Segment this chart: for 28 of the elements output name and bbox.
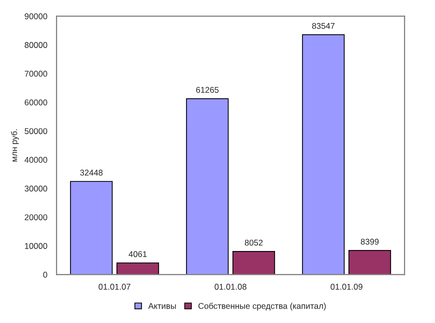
y-tick-label: 10000 [24, 243, 48, 249]
x-tick-label: 01.01.09 [330, 284, 362, 290]
bar [116, 262, 160, 275]
y-tick-label: 70000 [24, 70, 48, 77]
legend-label: Активы [148, 303, 176, 309]
y-tick-label: 80000 [24, 42, 48, 48]
legend-label: Собственные средства (капитал) [198, 302, 326, 311]
y-tick-label: 90000 [24, 13, 48, 20]
data-label: 8052 [244, 240, 263, 246]
y-tick-label: 50000 [24, 128, 48, 134]
data-label: 32448 [80, 170, 103, 176]
bar [348, 250, 392, 275]
y-tick-label: 30000 [24, 186, 48, 192]
data-label: 83547 [312, 22, 335, 29]
data-label: 61265 [196, 86, 219, 93]
y-tick-label: 0 [43, 272, 48, 278]
bar [186, 98, 229, 275]
x-tick-label: 01.01.08 [214, 284, 246, 290]
bar [232, 251, 276, 275]
y-tick-label: 20000 [24, 214, 48, 220]
y-tick-label: 60000 [24, 99, 48, 106]
x-tick-label: 01.01.07 [98, 284, 130, 290]
data-label: 4061 [128, 251, 147, 258]
y-axis-title: млн руб. [10, 129, 19, 162]
data-label: 8399 [360, 238, 379, 245]
bar [70, 180, 113, 275]
bar [302, 34, 345, 275]
y-tick-label: 40000 [24, 156, 48, 163]
